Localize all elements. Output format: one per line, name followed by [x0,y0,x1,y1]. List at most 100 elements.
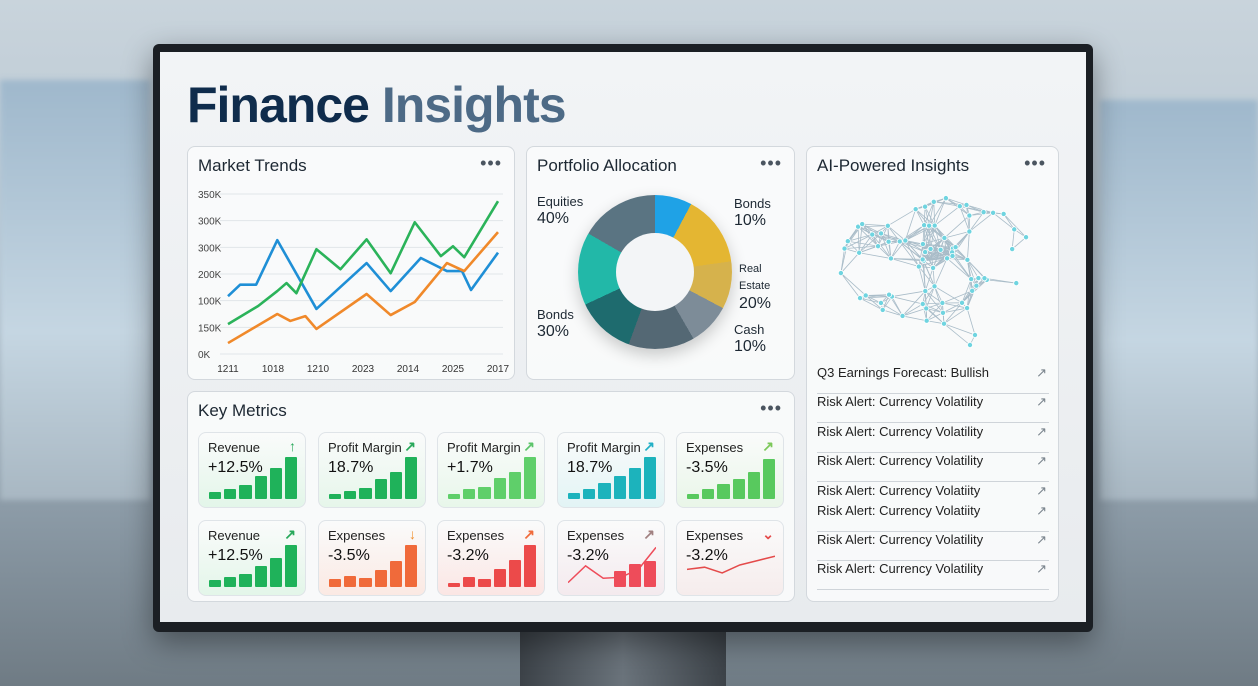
arrow-up-right-icon[interactable]: ↗ [1036,561,1047,576]
more-menu-button[interactable]: ••• [760,153,782,173]
metric-bar [463,489,476,499]
metric-bar [493,477,506,499]
metric-bar [209,492,222,499]
background-window [0,80,150,500]
more-menu-button[interactable]: ••• [480,153,502,173]
key-metrics-panel: Key Metrics ••• Revenue +12.5% ↑ Profit … [187,391,795,602]
bar-sparkline [209,543,298,587]
metric-value: -3.5% [686,459,728,476]
y-tick-label: 300K [198,217,222,228]
monitor-stand [520,628,726,686]
metric-value: +1.7% [447,459,493,476]
metric-card[interactable]: Expenses -3.2% ↗ [557,520,665,596]
metric-card[interactable]: Revenue +12.5% ↗ [198,520,306,596]
page-title: Finance Insights [187,77,567,133]
arrow-up-right-icon[interactable]: ↗ [1036,503,1047,518]
metric-value: +12.5% [208,547,263,564]
bar-sparkline [329,455,418,499]
metric-bar [478,486,491,499]
arrow-up-right-icon[interactable]: ↗ [1036,424,1047,439]
insight-item[interactable]: Risk Alert: Currency Volatility ↗ [817,424,1049,453]
metric-bar [284,545,298,587]
y-tick-label: 0K [198,350,211,361]
series-line-blue [227,238,500,311]
metric-bar [687,493,700,499]
metric-label: Expenses [686,528,744,543]
metric-bar [269,468,282,499]
metric-value: -3.2% [567,547,609,564]
line-sparkline [568,546,656,584]
trend-arrow-icon: ↗ [284,526,296,542]
metric-bar [598,483,611,499]
metric-bar [762,459,776,499]
metric-card[interactable]: Profit Margin 18.7% ↗ [557,432,665,508]
metric-card[interactable]: Expenses -3.5% ↓ [318,520,426,596]
metric-bar [269,558,282,587]
y-tick-label: 100K [198,297,222,308]
metric-label: Expenses [567,528,625,543]
metric-value: 18.7% [328,459,374,476]
trend-arrow-icon: ⌄ [762,526,774,542]
panel-title: Portfolio Allocation [537,156,677,175]
metric-bar [329,493,342,499]
metric-bar [224,489,237,499]
legend-item: Real Estate 20% [739,263,772,312]
market-trends-panel: Market Trends ••• 0K 150K 100K 200K 300K 300K… [187,146,515,380]
insight-item[interactable]: Risk Alert: Currency Volatility ↗ [817,532,1049,561]
metric-value: 18.7% [567,459,613,476]
legend-item: Bonds 10% [734,196,771,229]
y-tick-label: 300K [198,243,222,254]
panel-title: Key Metrics [198,401,287,420]
insight-text: Risk Alert: Currency Volatility [817,394,984,409]
metric-value: -3.2% [447,547,489,564]
arrow-up-right-icon[interactable]: ↗ [1036,365,1047,380]
more-menu-button[interactable]: ••• [1024,153,1046,173]
metric-label: Revenue [208,440,261,455]
metric-value: +12.5% [208,459,263,476]
arrow-up-right-icon[interactable]: ↗ [1036,453,1047,468]
metric-bar [344,575,357,587]
insight-text: Risk Alert: Currency Volatility [817,424,984,439]
insight-item[interactable]: Risk Alert: Currency Volatiity ↗ [817,503,1049,532]
metric-bar [254,565,267,587]
metric-card[interactable]: Expenses -3.2% ⌄ [676,520,784,596]
arrow-up-right-icon[interactable]: ↗ [1036,532,1047,547]
insight-text: Risk Alert: Currency Volatility [817,532,984,547]
bar-sparkline [329,543,418,587]
insight-item[interactable]: Risk Alert: Currency Volatility ↗ [817,453,1049,482]
metric-bar [239,573,252,587]
metric-bar [404,457,418,499]
line-chart: 0K 150K 100K 200K 300K 300K 350K 1211 1018 1210 20… [198,190,510,375]
insight-text: Risk Alert: Currency Volatiity [817,483,981,498]
metric-bar [389,471,402,499]
metric-card[interactable]: Expenses -3.2% ↗ [437,520,545,596]
legend-item: Cash 10% [734,322,767,355]
more-menu-button[interactable]: ••• [760,398,782,418]
insight-text: Risk Alert: Currency Volatility [817,453,984,468]
metric-label: Expenses [686,440,744,455]
metric-bar [717,484,730,499]
insight-item[interactable]: Risk Alert: Currency Volatility ↗ [817,394,1049,423]
metric-card[interactable]: Expenses -3.5% ↗ [676,432,784,508]
insight-item[interactable]: Q3 Earnings Forecast: Bullish ↗ [817,365,1049,394]
legend-item: Bonds 30% [537,307,574,340]
x-tick-label: 1211 [217,364,239,375]
insight-item[interactable]: Risk Alert: Currency Volatility ↗ [817,561,1049,590]
metric-bar [209,580,222,587]
metric-bar [359,578,372,587]
metric-bar [254,476,267,499]
metric-bar [239,484,252,499]
metric-bar [448,582,461,587]
arrow-up-right-icon[interactable]: ↗ [1036,394,1047,409]
metric-card[interactable]: Revenue +12.5% ↑ [198,432,306,508]
arrow-up-right-icon[interactable]: ↗ [1036,483,1047,498]
metric-bar [508,471,521,499]
metric-bar [224,577,237,587]
trend-arrow-icon: ↗ [643,526,655,542]
metric-card[interactable]: Profit Margin +1.7% ↗ [437,432,545,508]
metric-bar [613,476,626,499]
metric-card[interactable]: Profit Margin 18.7% ↗ [318,432,426,508]
metric-value: -3.5% [328,547,370,564]
brain-network-icon [837,195,1030,348]
insight-item[interactable]: Risk Alert: Currency Volatiity ↗ [817,483,1049,503]
